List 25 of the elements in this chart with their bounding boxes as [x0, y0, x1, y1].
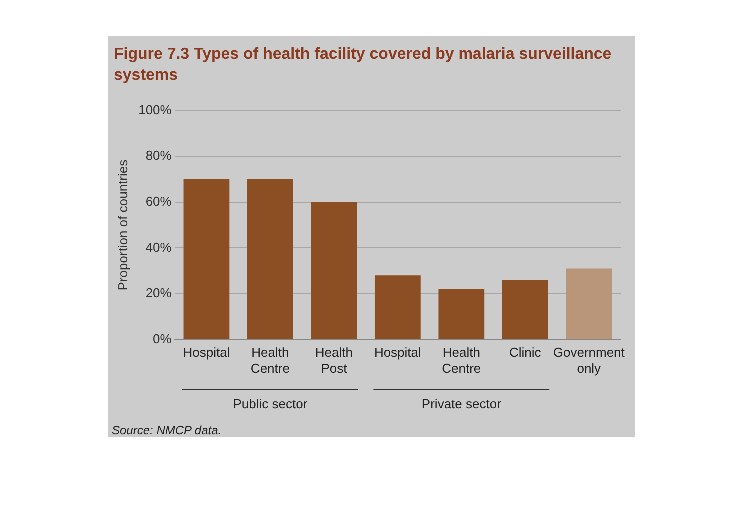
- bar: [248, 180, 294, 340]
- y-tick-label: 20%: [146, 286, 172, 301]
- bar: [311, 202, 358, 340]
- y-tick-label: 60%: [146, 194, 172, 209]
- bar: [184, 180, 230, 340]
- x-tick-label: Health Post: [315, 345, 353, 376]
- y-tick-label: 100%: [138, 102, 172, 118]
- bar: [566, 268, 612, 340]
- source-note: Source: NMCP data.: [112, 423, 222, 438]
- y-tick-label: 40%: [146, 240, 172, 255]
- bar: [374, 276, 421, 340]
- y-tick-label: 0%: [153, 331, 172, 346]
- x-tick-label: Hospital: [183, 345, 230, 360]
- y-tick-label: 80%: [146, 148, 172, 164]
- bar: [502, 280, 548, 340]
- x-tick-label: Health Centre: [442, 345, 482, 376]
- x-tick-label: Hospital: [374, 345, 422, 360]
- x-tick-label: Health Centre: [250, 345, 290, 376]
- x-tick-label: Clinic: [510, 345, 542, 360]
- y-axis-title: Proportion of countries: [115, 159, 130, 291]
- chart-title: Figure 7.3 Types of health facility covered by malaria surveillance systems: [113, 45, 613, 86]
- text: Public sector: [233, 396, 308, 412]
- text: Private sector: [422, 396, 502, 412]
- x-tick-label: Government only: [553, 345, 626, 376]
- bar: [438, 289, 485, 340]
